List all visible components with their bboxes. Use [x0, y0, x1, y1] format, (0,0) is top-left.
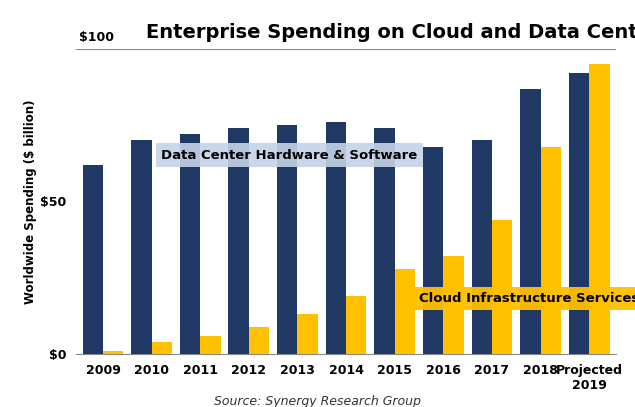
Bar [346, 296, 366, 354]
Bar [423, 147, 443, 354]
Bar [395, 269, 415, 354]
Bar [131, 140, 152, 354]
Bar [297, 314, 318, 354]
Text: $100: $100 [79, 31, 114, 44]
Bar [520, 88, 540, 354]
Bar [277, 125, 297, 354]
Bar [83, 165, 103, 354]
Text: Enterprise Spending on Cloud and Data Centers: Enterprise Spending on Cloud and Data Ce… [146, 23, 635, 42]
Bar [152, 342, 172, 354]
Y-axis label: Worldwide Spending ($ billion): Worldwide Spending ($ billion) [25, 99, 37, 304]
Bar [200, 336, 220, 354]
Text: Data Center Hardware & Software: Data Center Hardware & Software [161, 149, 418, 162]
Bar [540, 147, 561, 354]
Text: Source: Synergy Research Group: Source: Synergy Research Group [214, 395, 421, 407]
Bar [374, 128, 395, 354]
Bar [443, 256, 464, 354]
Bar [569, 73, 589, 354]
Bar [326, 122, 346, 354]
Bar [589, 64, 610, 354]
Bar [249, 326, 269, 354]
Bar [492, 220, 512, 354]
Text: Cloud Infrastructure Services: Cloud Infrastructure Services [419, 292, 635, 305]
Bar [180, 134, 200, 354]
Bar [103, 351, 123, 354]
Bar [472, 140, 492, 354]
Bar [229, 128, 249, 354]
